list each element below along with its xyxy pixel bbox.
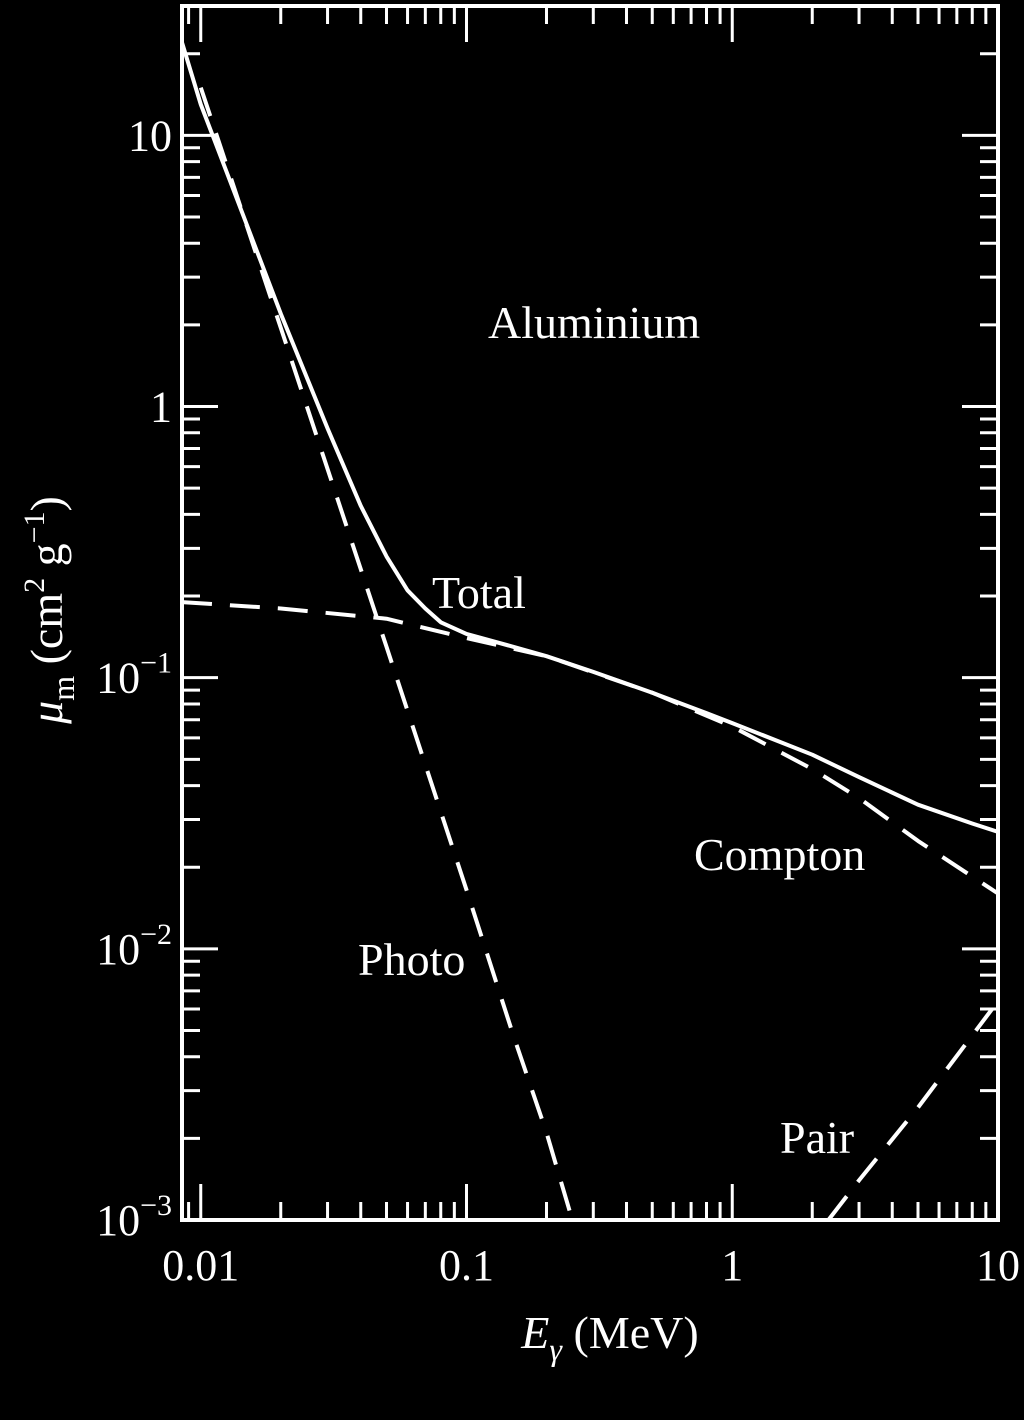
y-tick-label-base: 10 [128, 111, 172, 160]
y-tick-label-exponent: −2 [140, 918, 172, 951]
y-tick-label: 10−2 [96, 918, 172, 974]
series-label-total: Total [432, 567, 526, 618]
series-label-compton: Compton [694, 829, 865, 880]
y-tick-label-exponent: −3 [140, 1189, 172, 1222]
x-tick-label: 0.1 [439, 1241, 494, 1290]
series-line-photo [198, 86, 575, 1221]
series-label-pair: Pair [780, 1112, 854, 1163]
y-tick-label-exponent: −1 [140, 647, 172, 680]
y-tick-label: 10−3 [96, 1189, 172, 1245]
series-label-photo: Photo [358, 934, 465, 985]
plot-frame [180, 4, 1000, 1222]
x-tick-label: 10 [976, 1241, 1020, 1290]
y-tick-label-base: 10 [96, 925, 140, 974]
series-line-total [180, 41, 999, 834]
series-line-compton [181, 600, 1000, 896]
x-axis-label: Eγ (MeV) [520, 1307, 698, 1367]
series-line-pair [826, 1007, 994, 1222]
y-tick-label-base: 10 [96, 1196, 140, 1245]
chart-series [180, 41, 1000, 1222]
y-axis-label: μm (cm2 g−1) [18, 496, 81, 725]
x-tick-label: 0.01 [162, 1241, 239, 1290]
y-tick-label-base: 10 [96, 654, 140, 703]
x-tick-label: 1 [721, 1241, 743, 1290]
y-tick-label: 10 [128, 111, 172, 160]
y-tick-label: 1 [150, 383, 172, 432]
chart-annotation: Aluminium [488, 297, 700, 348]
y-tick-label: 10−1 [96, 647, 172, 703]
y-tick-label-base: 1 [150, 383, 172, 432]
